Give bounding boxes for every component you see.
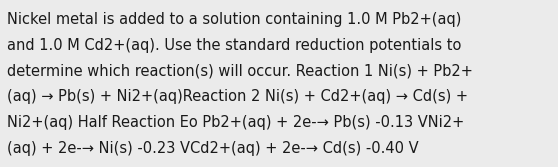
Text: Ni2+(aq) Half Reaction Eo Pb2+(aq) + 2e-→ Pb(s) -0.13 VNi2+: Ni2+(aq) Half Reaction Eo Pb2+(aq) + 2e-…: [7, 115, 464, 130]
Text: and 1.0 M Cd2+(aq). Use the standard reduction potentials to: and 1.0 M Cd2+(aq). Use the standard red…: [7, 38, 461, 53]
Text: (aq) + 2e-→ Ni(s) -0.23 VCd2+(aq) + 2e-→ Cd(s) -0.40 V: (aq) + 2e-→ Ni(s) -0.23 VCd2+(aq) + 2e-→…: [7, 141, 419, 156]
Text: Nickel metal is added to a solution containing 1.0 M Pb2+(aq): Nickel metal is added to a solution cont…: [7, 12, 461, 27]
Text: determine which reaction(s) will occur. Reaction 1 Ni(s) + Pb2+: determine which reaction(s) will occur. …: [7, 63, 473, 78]
Text: (aq) → Pb(s) + Ni2+(aq)Reaction 2 Ni(s) + Cd2+(aq) → Cd(s) +: (aq) → Pb(s) + Ni2+(aq)Reaction 2 Ni(s) …: [7, 89, 468, 104]
